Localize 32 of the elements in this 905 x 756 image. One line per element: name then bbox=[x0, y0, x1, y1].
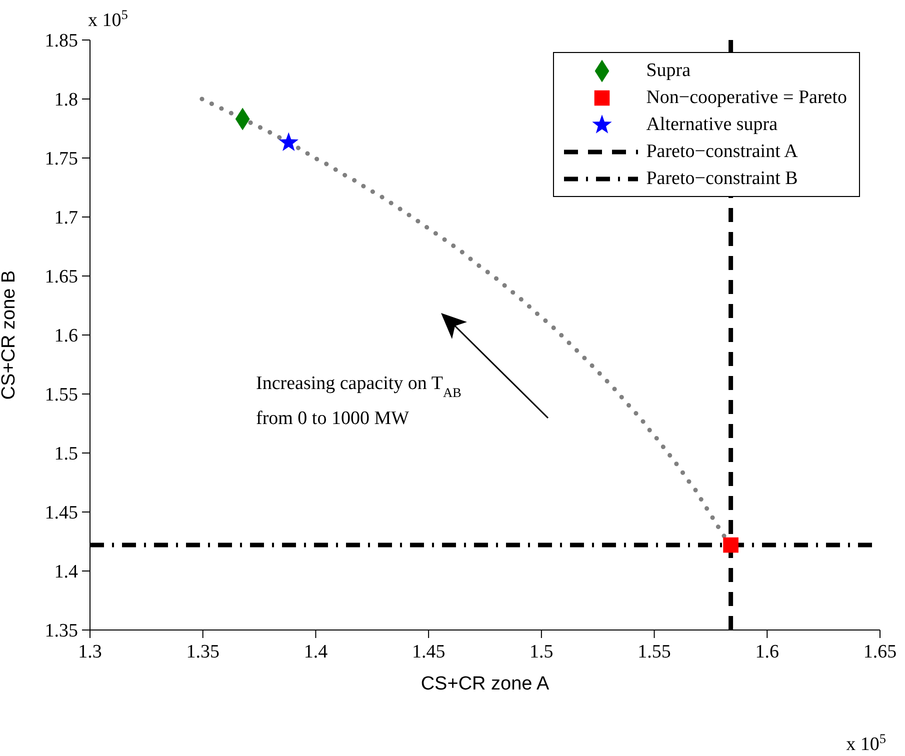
x-tick-label: 1.6 bbox=[755, 641, 780, 662]
x-tick-label: 1.5 bbox=[530, 641, 554, 662]
y-tick-label: 1.85 bbox=[44, 30, 78, 52]
legend-label: Pareto−constraint B bbox=[646, 168, 798, 190]
x-tick-label: 1.45 bbox=[412, 641, 446, 662]
legend-label: Non−cooperative = Pareto bbox=[646, 86, 847, 108]
point bbox=[723, 537, 738, 553]
y-tick-label: 1.55 bbox=[44, 384, 78, 406]
legend-label: Alternative supra bbox=[646, 114, 778, 136]
y-tick-label: 1.75 bbox=[44, 148, 78, 170]
y-tick-label: 1.35 bbox=[44, 620, 78, 642]
point bbox=[278, 132, 298, 152]
annotation: from 0 to 1000 MW bbox=[256, 408, 410, 429]
y-tick-label: 1.45 bbox=[44, 502, 78, 524]
y-tick-label: 1.5 bbox=[54, 444, 78, 465]
x-tick-label: 1.65 bbox=[863, 641, 897, 662]
ref-line-label: Pareto−constraint A bbox=[646, 140, 798, 162]
text: x 10$^{5}$ bbox=[846, 730, 886, 755]
x-tick-label: 1.4 bbox=[304, 641, 328, 662]
y-tick-label: 1.8 bbox=[54, 90, 78, 111]
y-tick-label: 1.7 bbox=[54, 208, 78, 229]
legend-label: Supra bbox=[646, 60, 691, 82]
y-tick-label: 1.65 bbox=[44, 266, 78, 288]
y-tick-label: 1.4 bbox=[54, 562, 78, 583]
text: x 10$^{5}$ bbox=[88, 6, 128, 31]
x-axis-title: CS+CR zone A bbox=[420, 673, 550, 694]
y-tick-label: 1.6 bbox=[54, 326, 78, 347]
y-axis-title: CS+CR zone B bbox=[0, 270, 20, 400]
x-tick-label: 1.35 bbox=[186, 641, 220, 662]
annotation: Increasing capacity on T$_{AB}$ bbox=[256, 373, 462, 400]
x-tick-label: 1.55 bbox=[638, 641, 671, 662]
x-tick-label: 1.3 bbox=[78, 641, 102, 662]
